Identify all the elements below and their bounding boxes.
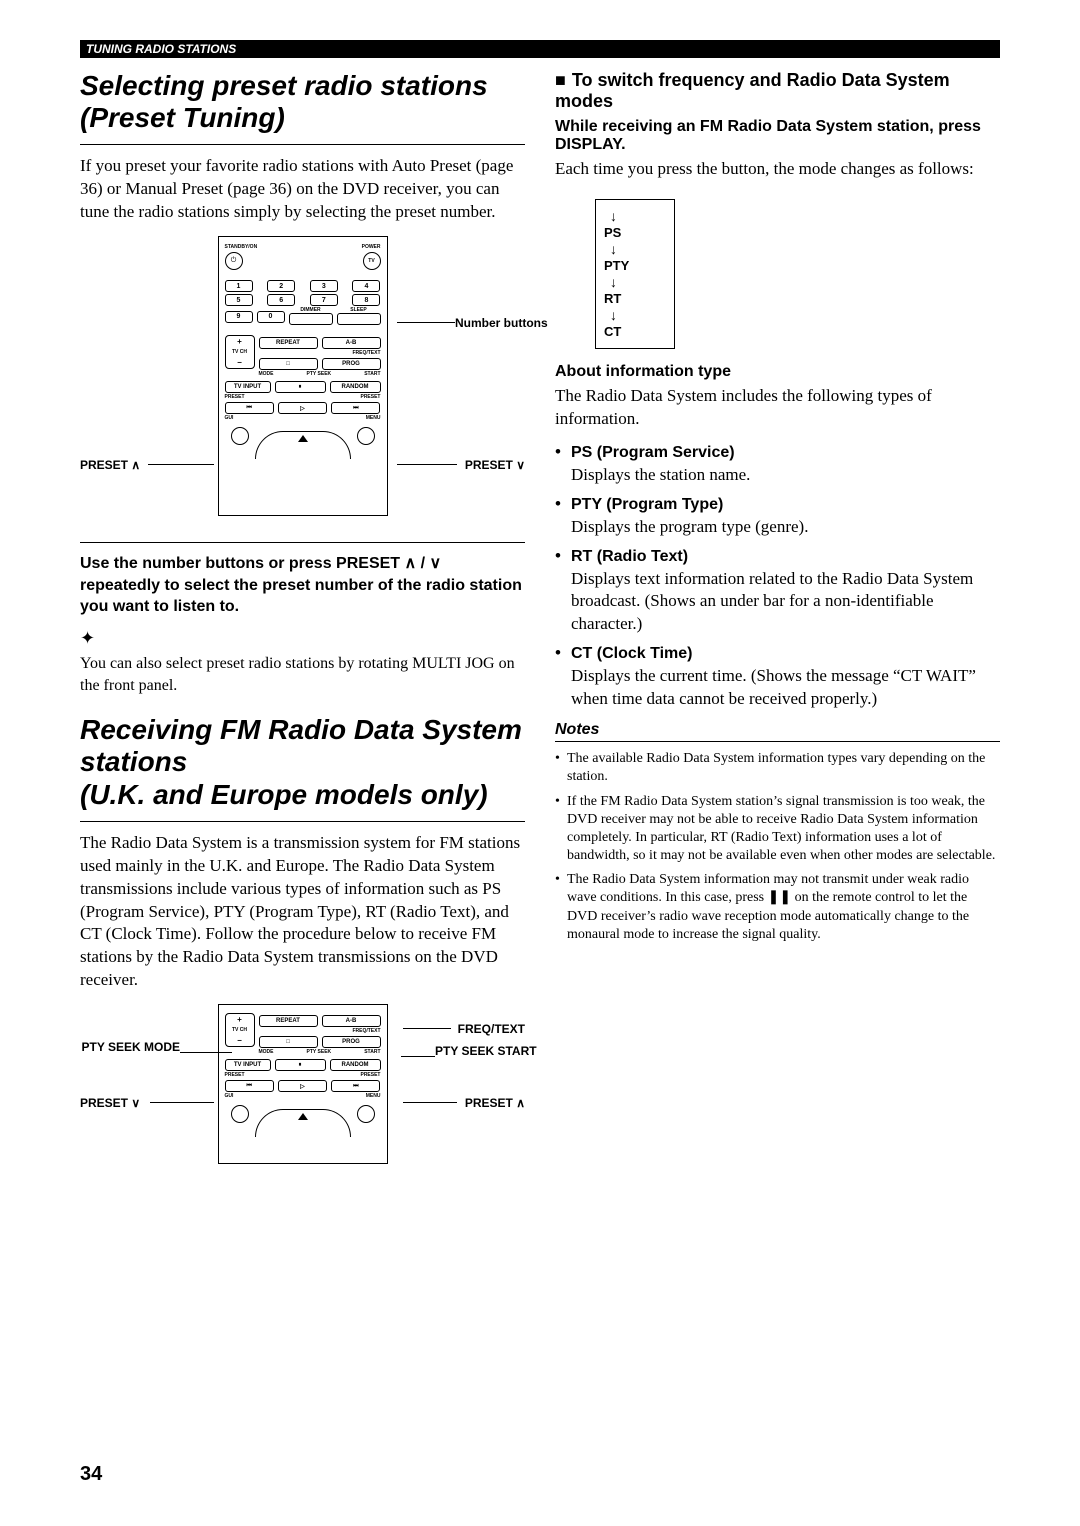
remote-diagram-2: +TV CH− REPEATA-B FREQ/TEXT □PROG MODEPT… [80, 1004, 525, 1174]
about-heading: About information type [555, 363, 1000, 381]
info-type-list: PS (Program Service)Displays the station… [555, 441, 1000, 711]
label-pty-seek-mode: PTY SEEK MODE [80, 1040, 180, 1054]
each-time: Each time you press the button, the mode… [555, 158, 1000, 181]
remote-diagram-1: STANDBY/ONPOWER ⏻TV 1234 5678 90 DIMMER … [80, 236, 525, 526]
header-breadcrumb: TUNING RADIO STATIONS [80, 40, 1000, 58]
list-item: The available Radio Data System informat… [555, 750, 1000, 786]
label-preset-down-l: PRESET ∨ [80, 1096, 140, 1110]
tip-text: You can also select preset radio station… [80, 653, 525, 696]
list-item: PS (Program Service)Displays the station… [555, 441, 1000, 487]
notes-list: The available Radio Data System informat… [555, 750, 1000, 944]
tip-icon: ✦ [80, 628, 525, 649]
label-freq-text: FREQ/TEXT [458, 1022, 525, 1036]
label-preset-up-r: PRESET ∧ [465, 1096, 525, 1110]
page-number: 34 [80, 1463, 102, 1486]
notes-title: Notes [555, 721, 1000, 742]
list-item: The Radio Data System information may no… [555, 871, 1000, 944]
list-item: If the FM Radio Data System station’s si… [555, 793, 1000, 866]
label-preset-up: PRESET ∧ [80, 458, 140, 472]
label-preset-down: PRESET ∨ [465, 458, 525, 472]
right-column: ■To switch frequency and Radio Data Syst… [555, 70, 1000, 1190]
list-item: PTY (Program Type)Displays the program t… [555, 493, 1000, 539]
list-item: RT (Radio Text)Displays text information… [555, 545, 1000, 637]
section2-body: The Radio Data System is a transmission … [80, 832, 525, 993]
section1-body: If you preset your favorite radio statio… [80, 155, 525, 224]
section2-title: Receiving FM Radio Data System stations … [80, 714, 525, 811]
section1-title: Selecting preset radio stations (Preset … [80, 70, 525, 134]
step-use-number-buttons: Use the number buttons or press PRESET ∧… [80, 553, 525, 618]
left-column: Selecting preset radio stations (Preset … [80, 70, 525, 1190]
while-receiving: While receiving an FM Radio Data System … [555, 118, 1000, 154]
list-item: CT (Clock Time)Displays the current time… [555, 642, 1000, 711]
mode-flow-diagram: ↓ PS ↓ PTY ↓ RT ↓ CT [555, 191, 675, 363]
about-intro: The Radio Data System includes the follo… [555, 385, 1000, 431]
label-number-buttons: Number buttons [455, 316, 525, 330]
label-pty-seek-start: PTY SEEK START [435, 1044, 525, 1058]
switch-heading: ■To switch frequency and Radio Data Syst… [555, 70, 1000, 112]
